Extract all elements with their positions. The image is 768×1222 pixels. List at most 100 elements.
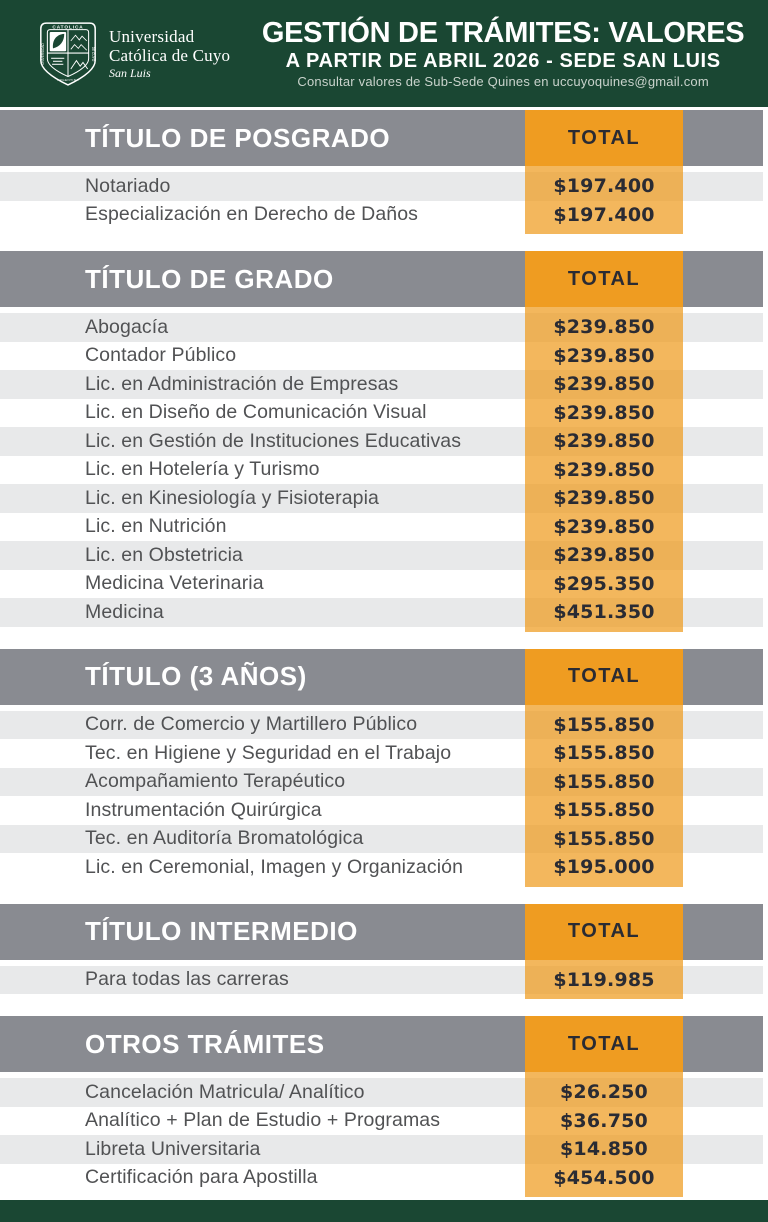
row-value: $239.850 <box>553 458 655 481</box>
price-section: TÍTULO INTERMEDIO TOTAL Para todas las c… <box>0 903 763 1000</box>
table-row: Especialización en Derecho de Daños $197… <box>0 201 763 230</box>
row-value: $155.850 <box>553 742 655 765</box>
row-value: $119.985 <box>553 968 655 991</box>
university-crest-icon: CATOLICA UNIVERSIDAD DE CUYO ARGENTINA <box>40 21 96 86</box>
mountains-icon-large <box>70 59 89 69</box>
table-row: Acompañamiento Terapéutico $155.850 <box>0 767 763 796</box>
table-row: Medicina $451.350 <box>0 598 763 627</box>
row-value: $239.850 <box>553 544 655 567</box>
row-value: $14.850 <box>560 1138 648 1161</box>
total-column-header: TOTAL <box>525 648 683 705</box>
row-label: Especialización en Derecho de Daños <box>85 203 419 226</box>
row-label: Lic. en Nutrición <box>85 515 227 538</box>
row-value: $239.850 <box>553 430 655 453</box>
section-header: TÍTULO INTERMEDIO TOTAL <box>0 903 763 960</box>
table-row: Abogacía $239.850 <box>0 313 763 342</box>
row-label: Lic. en Administración de Empresas <box>85 372 399 395</box>
table-row: Lic. en Ceremonial, Imagen y Organizació… <box>0 853 763 882</box>
table-row: Medicina Veterinaria $295.350 <box>0 570 763 599</box>
contact-note: Consultar valores de Sub-Sede Quines en … <box>297 74 709 89</box>
table-row: Lic. en Nutrición $239.850 <box>0 513 763 542</box>
row-label: Instrumentación Quirúrgica <box>85 798 322 821</box>
price-section: TÍTULO DE POSGRADO TOTAL Notariado $197.… <box>0 110 763 234</box>
price-section: TÍTULO DE GRADO TOTAL Abogacía $239.850 … <box>0 251 763 632</box>
table-row: Tec. en Higiene y Seguridad en el Trabaj… <box>0 739 763 768</box>
section-title: TÍTULO (3 AÑOS) <box>85 661 307 691</box>
row-label: Notariado <box>85 174 171 197</box>
crest-text-bottom: ARGENTINA <box>57 78 79 82</box>
table-row: Lic. en Administración de Empresas $239.… <box>0 370 763 399</box>
university-name: Universidad Católica de Cuyo San Luis <box>109 27 230 80</box>
section-rows: Cancelación Matricula/ Analítico $26.250… <box>0 1072 763 1197</box>
row-label: Medicina Veterinaria <box>85 572 264 595</box>
price-section: OTROS TRÁMITES TOTAL Cancelación Matricu… <box>0 1016 763 1197</box>
row-label: Abogacía <box>85 315 169 338</box>
row-value: $451.350 <box>553 601 655 624</box>
row-label: Lic. en Obstetricia <box>85 543 243 566</box>
table-row: Instrumentación Quirúrgica $155.850 <box>0 796 763 825</box>
table-row: Lic. en Gestión de Instituciones Educati… <box>0 427 763 456</box>
row-label: Lic. en Gestión de Instituciones Educati… <box>85 429 462 452</box>
university-name-line1: Universidad <box>109 27 195 46</box>
row-label: Tec. en Auditoría Bromatológica <box>85 827 364 850</box>
table-row: Para todas las carreras $119.985 <box>0 965 763 994</box>
row-label: Corr. de Comercio y Martillero Público <box>85 713 418 736</box>
row-value: $239.850 <box>553 344 655 367</box>
price-table: TÍTULO DE POSGRADO TOTAL Notariado $197.… <box>0 110 768 1197</box>
row-label: Para todas las carreras <box>85 968 289 991</box>
table-row: Lic. en Hotelería y Turismo $239.850 <box>0 456 763 485</box>
row-value: $195.000 <box>553 856 655 879</box>
section-rows: Para todas las carreras $119.985 <box>0 959 763 1000</box>
header-banner: CATOLICA UNIVERSIDAD DE CUYO ARGENTINA U… <box>0 0 768 107</box>
table-row: Cancelación Matricula/ Analítico $26.250 <box>0 1078 763 1107</box>
page-title: GESTIÓN DE TRÁMITES: VALORES <box>261 17 745 49</box>
row-label: Analítico + Plan de Estudio + Programas <box>85 1109 441 1132</box>
university-name-line2: Católica de Cuyo <box>109 46 231 65</box>
row-value: $155.850 <box>553 770 655 793</box>
total-column-header: TOTAL <box>525 251 683 307</box>
section-title: OTROS TRÁMITES <box>85 1028 325 1059</box>
price-section: TÍTULO (3 AÑOS) TOTAL Corr. de Comercio … <box>0 648 763 887</box>
row-label: Lic. en Kinesiología y Fisioterapia <box>85 486 379 509</box>
row-value: $454.500 <box>553 1166 655 1189</box>
row-value: $155.850 <box>553 713 655 736</box>
row-label: Acompañamiento Terapéutico <box>85 770 346 793</box>
row-value: $36.750 <box>560 1109 648 1132</box>
row-value: $155.850 <box>553 799 655 822</box>
row-label: Medicina <box>85 600 164 623</box>
row-label: Lic. en Ceremonial, Imagen y Organizació… <box>85 855 464 878</box>
total-column-header: TOTAL <box>525 110 683 166</box>
page-subtitle: A PARTIR DE ABRIL 2026 - SEDE SAN LUIS <box>285 50 721 72</box>
section-rows: Abogacía $239.850 Contador Público $239.… <box>0 307 763 632</box>
row-value: $26.250 <box>560 1081 648 1104</box>
section-title: TÍTULO INTERMEDIO <box>85 916 358 946</box>
table-row: Libreta Universitaria $14.850 <box>0 1135 763 1164</box>
row-label: Lic. en Diseño de Comunicación Visual <box>85 401 427 424</box>
row-label: Tec. en Higiene y Seguridad en el Trabaj… <box>85 741 452 764</box>
table-row: Lic. en Diseño de Comunicación Visual $2… <box>0 399 763 428</box>
mountains-icon <box>70 34 88 41</box>
table-row: Analítico + Plan de Estudio + Programas … <box>0 1107 763 1136</box>
section-header: TÍTULO DE POSGRADO TOTAL <box>0 110 763 166</box>
row-label: Contador Público <box>85 344 237 367</box>
section-header: TÍTULO DE GRADO TOTAL <box>0 251 763 307</box>
table-row: Contador Público $239.850 <box>0 342 763 371</box>
total-column-header: TOTAL <box>525 903 683 960</box>
university-logo: CATOLICA UNIVERSIDAD DE CUYO ARGENTINA U… <box>38 21 230 87</box>
table-row: Lic. en Obstetricia $239.850 <box>0 541 763 570</box>
header-titles: GESTIÓN DE TRÁMITES: VALORES A PARTIR DE… <box>230 17 768 90</box>
row-label: Lic. en Hotelería y Turismo <box>85 458 320 481</box>
footer-bar <box>0 1200 768 1222</box>
total-column-header: TOTAL <box>525 1016 683 1072</box>
row-value: $239.850 <box>553 487 655 510</box>
row-value: $197.400 <box>553 175 655 198</box>
row-value: $239.850 <box>553 515 655 538</box>
table-row: Corr. de Comercio y Martillero Público $… <box>0 710 763 739</box>
section-header: TÍTULO (3 AÑOS) TOTAL <box>0 648 763 705</box>
row-value: $155.850 <box>553 827 655 850</box>
crest-text-right: DE CUYO <box>91 46 95 61</box>
row-label: Libreta Universitaria <box>85 1137 261 1160</box>
row-label: Certificación para Apostilla <box>85 1166 318 1189</box>
row-value: $295.350 <box>553 572 655 595</box>
